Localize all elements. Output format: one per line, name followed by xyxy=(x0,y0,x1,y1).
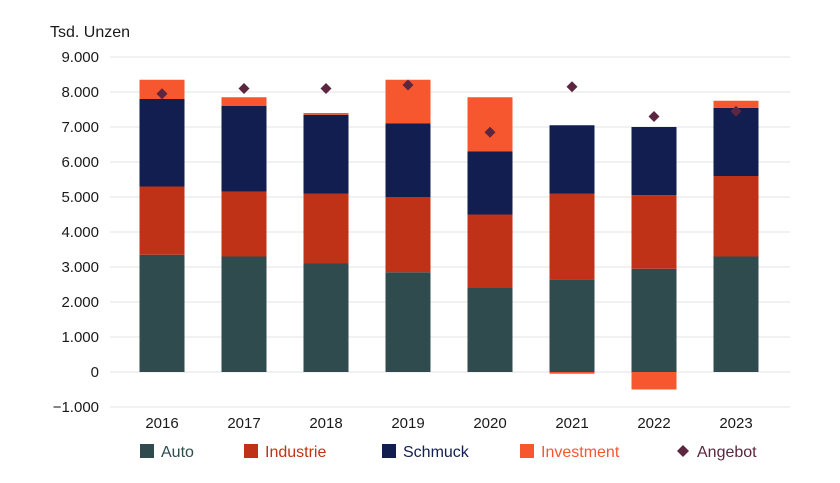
legend-label: Auto xyxy=(161,444,194,461)
y-tick-label: 4.000 xyxy=(61,224,99,241)
bar-segment-auto xyxy=(549,279,595,372)
y-tick-label: 8.000 xyxy=(61,84,99,101)
y-tick-label: 7.000 xyxy=(61,119,99,136)
angebot-marker xyxy=(320,83,332,94)
legend-swatch xyxy=(244,444,258,458)
bar-segment-auto xyxy=(385,272,431,372)
bar-segment-auto xyxy=(221,256,267,372)
angebot-marker xyxy=(730,105,742,117)
bar-segment-investment xyxy=(467,97,513,152)
legend: Auto Industrie Schmuck Investment Angebot xyxy=(140,444,757,461)
bar-segment-schmuck xyxy=(303,114,349,194)
bar-segment-schmuck xyxy=(385,123,431,197)
bar-segment-industrie xyxy=(221,191,267,257)
y-tick-label: 1.000 xyxy=(61,329,99,346)
bar-segment-schmuck xyxy=(467,151,513,215)
legend-label: Investment xyxy=(541,444,620,461)
bar-segment-industrie xyxy=(713,176,759,257)
bar-segment-auto xyxy=(139,254,185,372)
supply-markers xyxy=(156,79,742,138)
y-tick-label: 0 xyxy=(91,364,99,381)
legend-label: Angebot xyxy=(697,444,757,461)
bar-segment-industrie xyxy=(549,193,595,280)
y-tick-label: 6.000 xyxy=(61,154,99,171)
legend-swatch xyxy=(382,444,396,458)
legend-swatch xyxy=(520,444,534,458)
bar-segment-schmuck xyxy=(549,125,595,194)
y-tick-label: 5.000 xyxy=(61,189,99,206)
bar-segment-investment xyxy=(549,372,595,374)
y-tick-label: −1.000 xyxy=(53,399,99,416)
y-tick-label: 2.000 xyxy=(61,294,99,311)
x-tick-label: 2021 xyxy=(555,415,588,432)
y-axis-ticks: −1.000 0 1.000 2.000 3.000 4.000 5.000 6.000 7.0… xyxy=(53,49,99,416)
bar-segment-investment xyxy=(713,100,759,108)
bar-segment-industrie xyxy=(139,186,185,255)
legend-label: Schmuck xyxy=(403,444,470,461)
x-axis-ticks: 2016 2017 2018 2019 2020 2021 2022 2023 xyxy=(145,415,752,432)
bar-segment-schmuck xyxy=(631,127,677,196)
bar-segment-auto xyxy=(631,268,677,372)
y-axis-label: Tsd. Unzen xyxy=(50,24,130,41)
legend-label: Industrie xyxy=(265,444,326,461)
angebot-marker xyxy=(402,79,414,91)
bar-segment-auto xyxy=(303,263,349,372)
bar-segment-investment xyxy=(303,113,349,115)
x-tick-label: 2020 xyxy=(473,415,506,432)
bar-segment-investment xyxy=(631,372,677,390)
legend-swatch xyxy=(140,444,154,458)
bar-segment-schmuck xyxy=(221,106,267,192)
x-tick-label: 2016 xyxy=(145,415,178,432)
angebot-marker xyxy=(156,88,168,100)
angebot-marker xyxy=(238,83,250,94)
legend-swatch xyxy=(677,445,689,457)
y-tick-label: 3.000 xyxy=(61,259,99,276)
angebot-marker xyxy=(484,126,496,138)
bar-segment-industrie xyxy=(631,195,677,269)
bar-segment-investment xyxy=(221,97,267,106)
bar-segment-auto xyxy=(713,256,759,372)
y-tick-label: 9.000 xyxy=(61,49,99,66)
bar-segment-schmuck xyxy=(139,99,185,187)
bar-segment-industrie xyxy=(303,193,349,264)
bar-segment-industrie xyxy=(385,197,431,273)
bar-segment-auto xyxy=(467,288,513,372)
x-tick-label: 2023 xyxy=(719,415,752,432)
bar-segment-schmuck xyxy=(713,107,759,176)
x-tick-label: 2019 xyxy=(391,415,424,432)
x-tick-label: 2017 xyxy=(227,415,260,432)
gridlines xyxy=(110,56,790,408)
angebot-marker xyxy=(648,111,660,122)
x-tick-label: 2022 xyxy=(637,415,670,432)
bar-segment-industrie xyxy=(467,214,513,288)
angebot-marker xyxy=(566,81,578,93)
bars xyxy=(139,79,759,390)
x-tick-label: 2018 xyxy=(309,415,342,432)
